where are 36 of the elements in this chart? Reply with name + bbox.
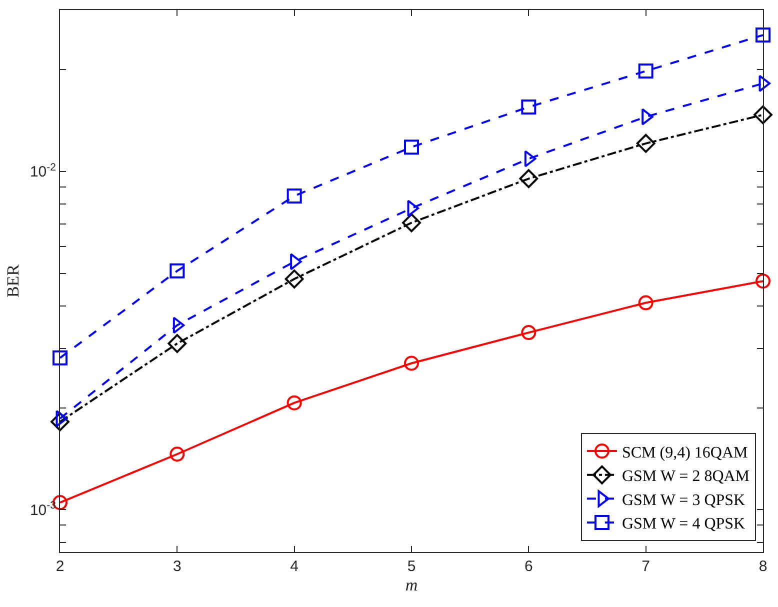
- point: [524, 150, 536, 168]
- point: [52, 350, 68, 366]
- point: [170, 263, 185, 278]
- x-tick-label: 8: [758, 558, 768, 575]
- point: [404, 140, 419, 155]
- point: [284, 270, 304, 288]
- point: [756, 28, 770, 43]
- point: [519, 169, 538, 188]
- point: [172, 316, 185, 334]
- point: [638, 64, 654, 79]
- x-tick-label: 2: [56, 558, 64, 575]
- point: [168, 334, 187, 353]
- point: [521, 325, 536, 340]
- x-tick-label: 3: [173, 558, 182, 575]
- point: [402, 213, 421, 232]
- legend-label: SCM (9,4) 16QAM: [622, 444, 748, 462]
- x-tick-label: 7: [642, 558, 650, 575]
- point: [756, 274, 770, 289]
- y-axis-title: BER: [4, 264, 23, 298]
- point: [521, 100, 536, 115]
- legend-label: GSM W = 4 QPSK: [622, 516, 746, 533]
- point: [636, 134, 656, 153]
- point: [638, 295, 654, 310]
- x-tick-label: 6: [524, 558, 533, 575]
- x-axis-title: m: [405, 575, 418, 594]
- point: [170, 446, 185, 462]
- x-tick-label: 4: [290, 558, 298, 575]
- point: [754, 105, 772, 124]
- point: [286, 395, 302, 410]
- legend-label: GSM W = 3 QPSK: [622, 492, 746, 509]
- point: [50, 412, 70, 432]
- legend-label: GSM W = 2 8QAM: [622, 468, 750, 486]
- x-tick-label: 5: [407, 558, 416, 575]
- y-tick-label: 10$^{-2}$: [30, 161, 56, 181]
- point: [286, 188, 302, 204]
- point: [404, 356, 419, 371]
